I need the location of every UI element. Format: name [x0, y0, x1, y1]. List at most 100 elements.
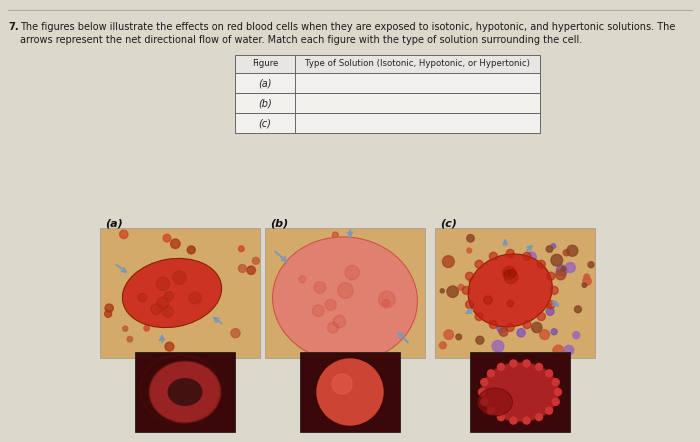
Circle shape [553, 345, 564, 356]
Ellipse shape [272, 237, 417, 362]
Circle shape [467, 235, 475, 242]
Circle shape [556, 270, 566, 280]
Circle shape [151, 304, 162, 314]
Circle shape [467, 248, 472, 253]
Circle shape [517, 329, 525, 337]
Circle shape [144, 326, 149, 331]
Circle shape [547, 301, 555, 309]
Circle shape [456, 334, 461, 340]
Circle shape [531, 322, 542, 333]
Circle shape [447, 286, 459, 297]
Circle shape [444, 330, 454, 339]
Circle shape [503, 267, 516, 279]
Circle shape [538, 293, 547, 303]
Circle shape [538, 312, 545, 320]
Circle shape [564, 250, 569, 256]
Circle shape [489, 320, 498, 328]
Circle shape [253, 257, 259, 264]
Circle shape [134, 292, 144, 302]
Circle shape [122, 326, 128, 331]
Circle shape [536, 414, 542, 421]
Ellipse shape [468, 254, 552, 327]
Circle shape [506, 249, 514, 257]
Circle shape [509, 302, 514, 307]
Circle shape [127, 336, 132, 342]
Circle shape [564, 345, 574, 355]
Text: (b): (b) [270, 218, 288, 228]
Text: (a): (a) [258, 78, 272, 88]
Bar [235, 93, 540, 113]
Circle shape [492, 340, 504, 352]
Circle shape [556, 265, 567, 276]
Circle shape [153, 277, 160, 284]
Circle shape [507, 300, 514, 307]
Circle shape [165, 317, 170, 322]
Circle shape [276, 282, 281, 286]
Text: (c): (c) [258, 118, 272, 128]
Text: (b): (b) [258, 98, 272, 108]
Circle shape [484, 296, 492, 305]
Circle shape [328, 322, 338, 333]
Circle shape [466, 301, 473, 309]
Circle shape [524, 283, 528, 287]
Circle shape [120, 230, 128, 239]
Circle shape [104, 310, 112, 317]
Circle shape [552, 398, 559, 405]
Text: 7.: 7. [8, 22, 19, 32]
Circle shape [545, 407, 552, 414]
Circle shape [566, 263, 575, 272]
Ellipse shape [122, 259, 222, 328]
Circle shape [138, 293, 146, 302]
Circle shape [547, 272, 555, 280]
Circle shape [523, 252, 531, 260]
Circle shape [203, 279, 209, 285]
Circle shape [379, 291, 395, 308]
Circle shape [479, 389, 486, 396]
Circle shape [158, 293, 165, 302]
Circle shape [382, 300, 389, 307]
Circle shape [498, 363, 505, 370]
Bar [470, 352, 570, 432]
Circle shape [148, 311, 157, 320]
Text: Type of Solution (Isotonic, Hypotonic, or Hypertonic): Type of Solution (Isotonic, Hypotonic, o… [305, 60, 530, 69]
Circle shape [332, 374, 352, 394]
Circle shape [440, 289, 444, 293]
Circle shape [540, 302, 544, 306]
Circle shape [588, 262, 594, 268]
Circle shape [523, 360, 530, 367]
Circle shape [162, 306, 174, 317]
Circle shape [504, 270, 518, 284]
Circle shape [337, 283, 354, 298]
Circle shape [165, 342, 174, 351]
Circle shape [552, 379, 559, 385]
Circle shape [519, 315, 526, 322]
Circle shape [172, 271, 186, 284]
Bar [265, 228, 425, 358]
Circle shape [148, 293, 155, 300]
Circle shape [442, 256, 454, 267]
Bar [235, 73, 540, 93]
Circle shape [523, 417, 530, 424]
Circle shape [360, 266, 365, 271]
Ellipse shape [481, 362, 559, 422]
Circle shape [542, 283, 547, 288]
Circle shape [475, 260, 483, 268]
Circle shape [499, 328, 508, 336]
Circle shape [458, 284, 464, 290]
Circle shape [466, 272, 473, 280]
Circle shape [239, 246, 244, 251]
Ellipse shape [149, 361, 221, 423]
Text: (a): (a) [105, 218, 122, 228]
Circle shape [551, 244, 556, 248]
Bar [300, 352, 400, 432]
Circle shape [546, 246, 553, 252]
Circle shape [504, 270, 511, 276]
Circle shape [391, 312, 396, 318]
Bar [100, 228, 260, 358]
Circle shape [164, 292, 174, 301]
Circle shape [551, 329, 557, 335]
Circle shape [487, 407, 494, 414]
Circle shape [536, 363, 542, 370]
Circle shape [510, 417, 517, 424]
Circle shape [163, 234, 171, 242]
